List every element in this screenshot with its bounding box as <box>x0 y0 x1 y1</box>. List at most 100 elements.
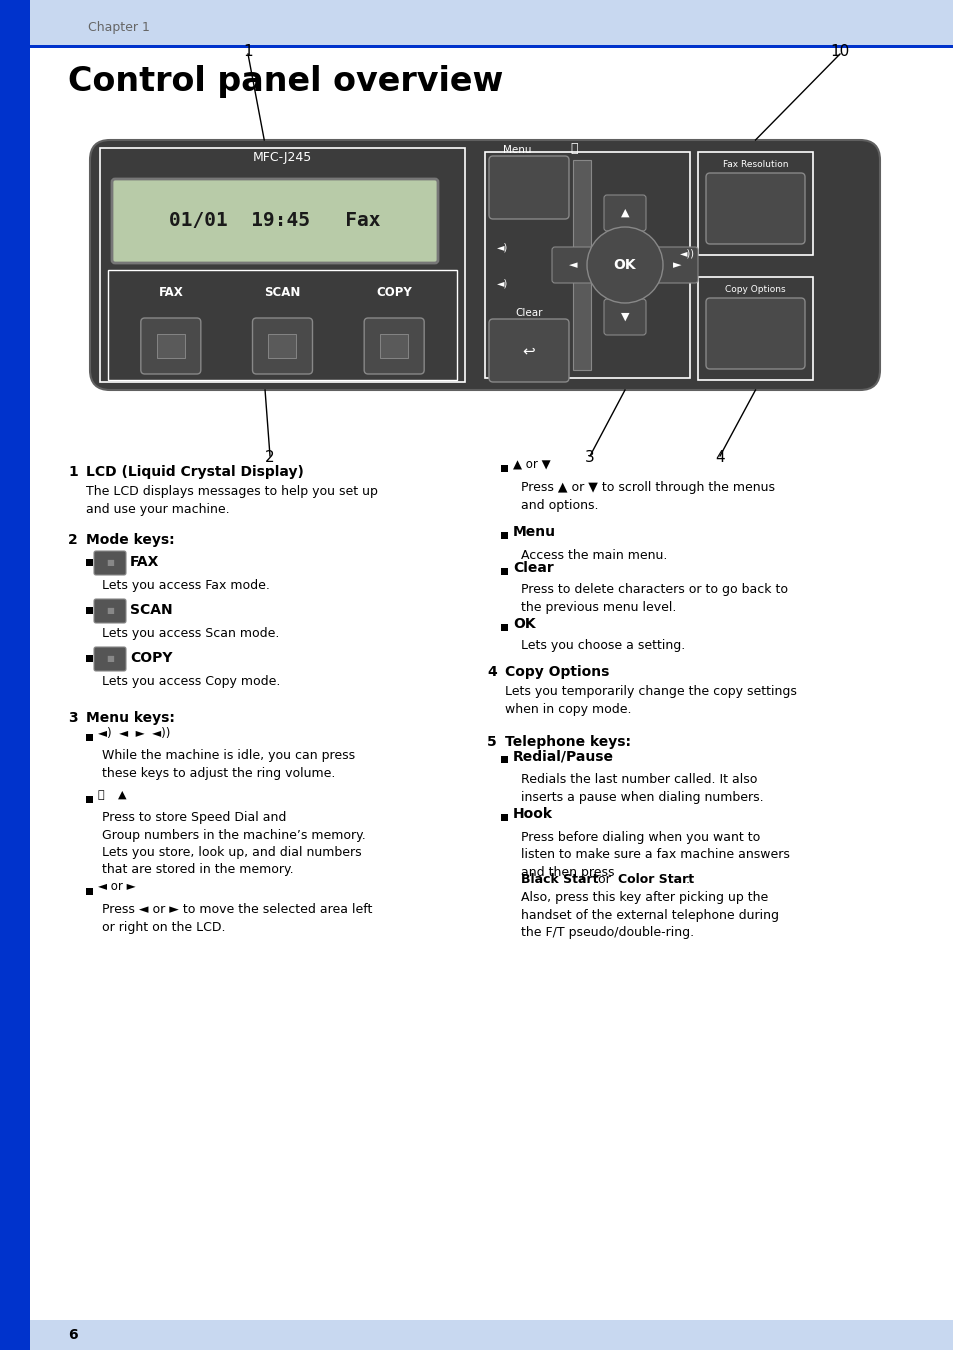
Text: Lets you access Scan mode.: Lets you access Scan mode. <box>102 626 279 640</box>
Bar <box>86 795 92 802</box>
Text: Copy Options: Copy Options <box>724 285 785 294</box>
Text: 2: 2 <box>68 533 77 547</box>
Text: 📖: 📖 <box>98 790 105 801</box>
Bar <box>0 0 30 1350</box>
FancyBboxPatch shape <box>489 157 568 219</box>
Text: FAX: FAX <box>130 555 159 568</box>
Text: ◄): ◄) <box>497 242 508 252</box>
FancyBboxPatch shape <box>489 319 568 382</box>
Bar <box>86 606 92 613</box>
Text: Redial/Pause: Redial/Pause <box>513 749 614 763</box>
Text: 3: 3 <box>584 451 595 466</box>
Bar <box>500 464 507 471</box>
Text: ■: ■ <box>106 655 113 663</box>
Bar <box>380 333 408 358</box>
Text: Lets you access Copy mode.: Lets you access Copy mode. <box>102 675 280 688</box>
Text: Lets you temporarily change the copy settings
when in copy mode.: Lets you temporarily change the copy set… <box>504 684 796 716</box>
Text: ■: ■ <box>106 559 113 567</box>
FancyBboxPatch shape <box>603 194 645 231</box>
FancyBboxPatch shape <box>90 140 879 390</box>
Text: ▲ or ▼: ▲ or ▼ <box>513 459 550 471</box>
Bar <box>86 887 92 895</box>
Text: Menu keys:: Menu keys: <box>86 711 174 725</box>
FancyBboxPatch shape <box>656 247 698 284</box>
FancyBboxPatch shape <box>705 173 804 244</box>
Text: 4: 4 <box>715 451 724 466</box>
Text: ↩: ↩ <box>522 343 535 358</box>
Text: Fax Resolution: Fax Resolution <box>722 161 787 169</box>
Text: Clear: Clear <box>513 562 553 575</box>
Text: Hook: Hook <box>513 807 553 821</box>
Text: 6: 6 <box>68 1328 77 1342</box>
Bar <box>86 655 92 662</box>
Bar <box>268 333 296 358</box>
Text: ◄: ◄ <box>568 261 577 270</box>
Text: or: or <box>594 873 614 886</box>
Bar <box>484 153 689 378</box>
Text: ►: ► <box>672 261 680 270</box>
Text: Copy Options: Copy Options <box>504 666 609 679</box>
Text: Lets you choose a setting.: Lets you choose a setting. <box>520 639 684 652</box>
Text: 01/01  19:45   Fax: 01/01 19:45 Fax <box>169 212 380 231</box>
Text: 2: 2 <box>265 451 274 466</box>
Text: Press ◄ or ► to move the selected area left
or right on the LCD.: Press ◄ or ► to move the selected area l… <box>102 903 372 933</box>
Text: Press to delete characters or to go back to
the previous menu level.: Press to delete characters or to go back… <box>520 583 787 613</box>
Text: MFC-J245: MFC-J245 <box>253 151 312 165</box>
Bar <box>0 45 953 49</box>
FancyBboxPatch shape <box>603 298 645 335</box>
Bar <box>86 733 92 741</box>
Text: ▼: ▼ <box>620 312 629 323</box>
Text: Press ▲ or ▼ to scroll through the menus
and options.: Press ▲ or ▼ to scroll through the menus… <box>520 481 774 512</box>
Text: Menu: Menu <box>502 144 531 155</box>
Text: ◄): ◄) <box>497 278 508 288</box>
Text: While the machine is idle, you can press
these keys to adjust the ring volume.: While the machine is idle, you can press… <box>102 749 355 779</box>
Text: 1: 1 <box>68 464 77 479</box>
Text: Lets you access Fax mode.: Lets you access Fax mode. <box>102 579 270 593</box>
FancyBboxPatch shape <box>253 319 313 374</box>
Bar <box>500 814 507 821</box>
FancyBboxPatch shape <box>94 551 126 575</box>
FancyBboxPatch shape <box>552 247 594 284</box>
Text: FAX: FAX <box>158 285 183 298</box>
Bar <box>698 153 812 255</box>
FancyBboxPatch shape <box>112 180 437 263</box>
Text: Color Start: Color Start <box>618 873 694 886</box>
Bar <box>156 333 185 358</box>
Bar <box>100 148 464 382</box>
Text: 4: 4 <box>486 666 497 679</box>
Text: Clear: Clear <box>515 308 542 319</box>
Text: ▲: ▲ <box>118 790 127 801</box>
Text: OK: OK <box>613 258 636 271</box>
Bar <box>86 559 92 566</box>
Text: Mode keys:: Mode keys: <box>86 533 174 547</box>
Text: The LCD displays messages to help you set up
and use your machine.: The LCD displays messages to help you se… <box>86 485 377 516</box>
Bar <box>573 161 590 370</box>
Bar <box>0 0 953 45</box>
Text: Menu: Menu <box>513 525 556 539</box>
FancyBboxPatch shape <box>94 599 126 622</box>
Text: Telephone keys:: Telephone keys: <box>504 734 630 749</box>
FancyBboxPatch shape <box>141 319 201 374</box>
Text: COPY: COPY <box>375 285 412 298</box>
Text: SCAN: SCAN <box>264 285 300 298</box>
Text: Press to store Speed Dial and
Group numbers in the machine’s memory.
Lets you st: Press to store Speed Dial and Group numb… <box>102 811 365 876</box>
Text: 5: 5 <box>486 734 497 749</box>
Bar <box>500 756 507 763</box>
Bar <box>108 270 456 379</box>
FancyBboxPatch shape <box>705 298 804 369</box>
Text: ■: ■ <box>106 606 113 616</box>
Text: COPY: COPY <box>130 651 172 666</box>
Text: Black Start: Black Start <box>520 873 598 886</box>
FancyBboxPatch shape <box>94 647 126 671</box>
Circle shape <box>586 227 662 302</box>
Text: 3: 3 <box>68 711 77 725</box>
Text: 1: 1 <box>243 45 253 59</box>
Text: .: . <box>685 873 689 886</box>
Text: Access the main menu.: Access the main menu. <box>520 549 667 562</box>
Bar <box>500 532 507 539</box>
Text: Redials the last number called. It also
inserts a pause when dialing numbers.: Redials the last number called. It also … <box>520 774 762 803</box>
Text: ◄)  ◄  ►  ◄)): ◄) ◄ ► ◄)) <box>98 726 171 740</box>
Bar <box>698 277 812 379</box>
Bar <box>500 567 507 575</box>
Text: ▲: ▲ <box>620 208 629 217</box>
